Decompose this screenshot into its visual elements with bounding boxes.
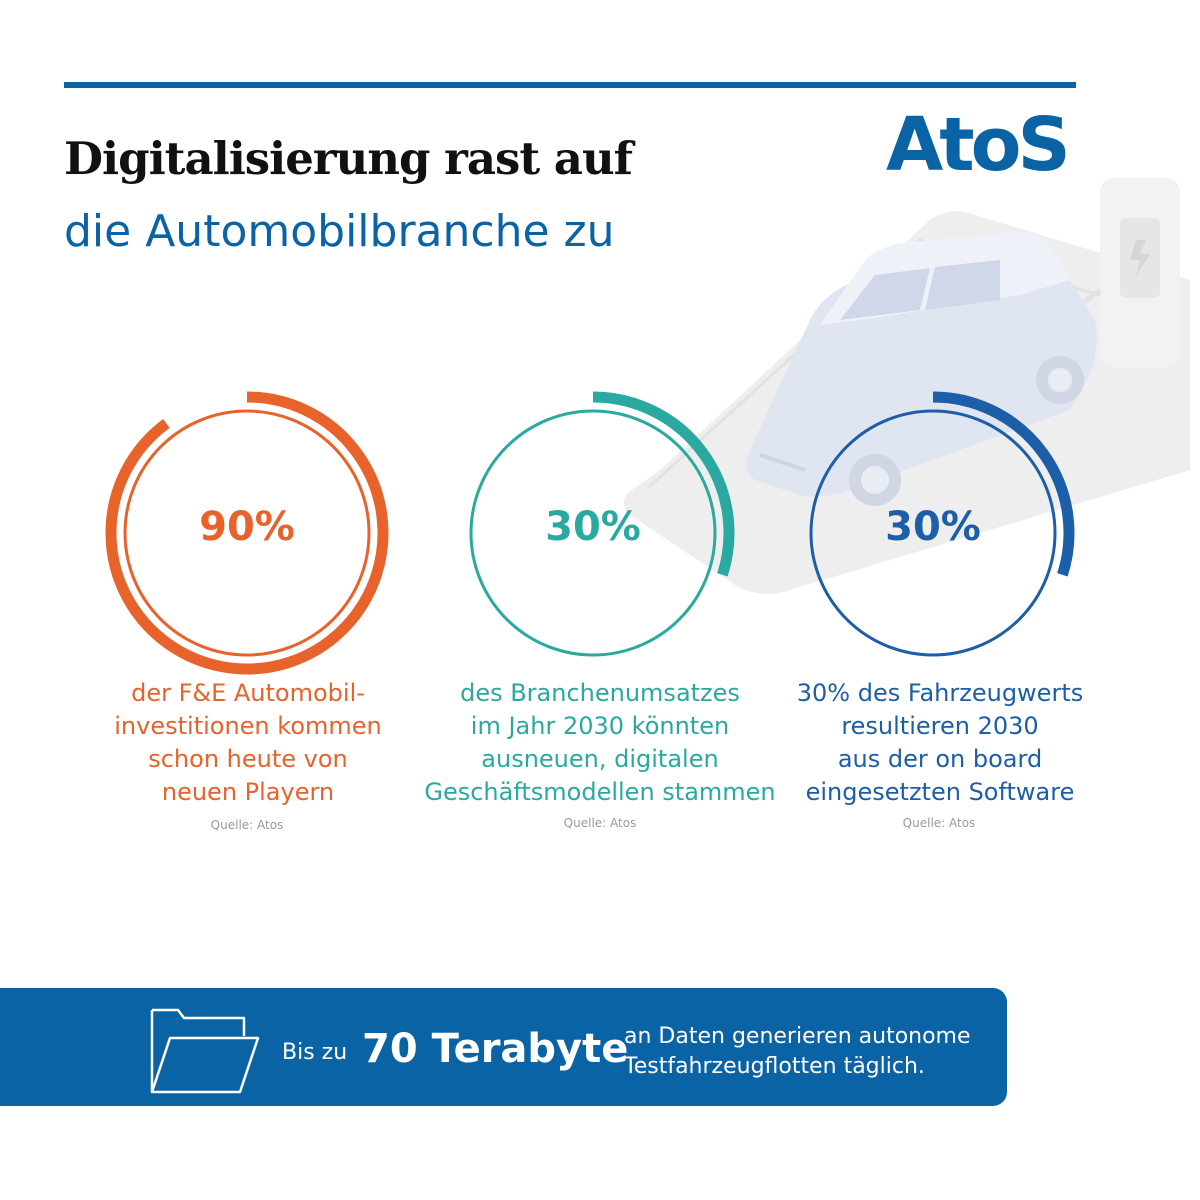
caption-line: im Jahr 2030 könnten <box>470 712 730 740</box>
caption-line: neuen Playern <box>161 778 335 806</box>
atos-logo: AtoS <box>886 102 1071 180</box>
page-title: Digitalisierung rast auf <box>64 132 633 185</box>
banner-suffix-line: Testfahrzeugflotten täglich. <box>624 1054 925 1079</box>
gauge-inner-circle-3 <box>809 409 1057 657</box>
charging-station-icon <box>1057 178 1180 368</box>
caption-line: 30% des Fahrzeugwerts <box>796 679 1084 707</box>
caption-line: aus der on board <box>837 745 1043 773</box>
gauge-ring-2 <box>469 391 735 657</box>
car-icon <box>746 232 1097 506</box>
caption-line: eingesetzten Software <box>805 778 1075 806</box>
gauge-caption-1: der F&E Automobil- investitionen kommen … <box>58 677 438 809</box>
gauge-value-1: 90% <box>199 504 295 550</box>
gauge-ring-3 <box>809 391 1075 657</box>
banner-value: 70 Terabyte <box>362 1026 629 1072</box>
caption-line: des Branchenumsatzes <box>460 679 740 707</box>
folder-icon <box>150 1008 260 1094</box>
gauge-value-2: 30% <box>545 504 641 550</box>
banner-suffix-line: an Daten generieren autonome <box>624 1024 971 1049</box>
gauge-caption-3: 30% des Fahrzeugwerts resultieren 2030 a… <box>750 677 1130 809</box>
caption-line: ausneuen, digitalen <box>481 745 719 773</box>
top-divider <box>64 82 1076 88</box>
gauge-inner-circle-1 <box>123 409 371 657</box>
gauge-arc-2 <box>592 391 735 577</box>
banner-suffix: an Daten generieren autonome Testfahrzeu… <box>624 1022 971 1082</box>
page-subtitle: die Automobilbranche zu <box>64 206 615 257</box>
gauge-arc-3 <box>932 391 1075 577</box>
caption-line: der F&E Automobil- <box>131 679 365 707</box>
gauge-arc-1 <box>105 391 389 675</box>
caption-line: resultieren 2030 <box>841 712 1039 740</box>
gauge-inner-circle-2 <box>469 409 717 657</box>
gauge-caption-2: des Branchenumsatzes im Jahr 2030 könnte… <box>410 677 790 809</box>
gauge-value-3: 30% <box>885 504 981 550</box>
caption-line: schon heute von <box>148 745 348 773</box>
gauge-source-3: Quelle: Atos <box>902 816 976 830</box>
logo-text: AtoS <box>886 102 1067 180</box>
caption-line: Geschäftsmodellen stammen <box>424 778 776 806</box>
banner-prefix: Bis zu <box>282 1040 348 1065</box>
gauge-source-2: Quelle: Atos <box>563 816 637 830</box>
gauge-ring-1 <box>105 391 389 675</box>
caption-line: investitionen kommen <box>114 712 382 740</box>
gauge-source-1: Quelle: Atos <box>210 818 284 832</box>
